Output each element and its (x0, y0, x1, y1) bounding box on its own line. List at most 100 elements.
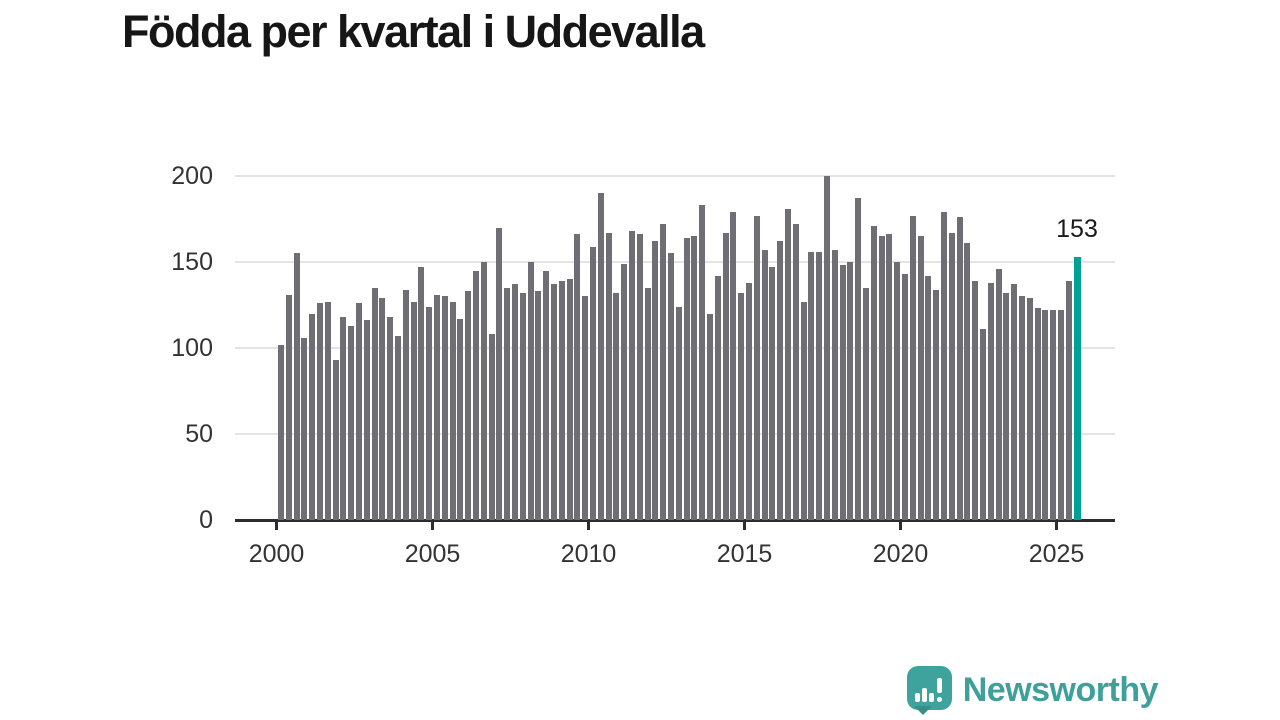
chart-bar (371, 287, 378, 520)
y-axis-label-0: 0 (199, 506, 213, 534)
chart-bar (402, 289, 409, 520)
chart-bar (340, 317, 347, 520)
chart-bar (433, 294, 440, 520)
gridline-y-50 (235, 433, 1115, 435)
chart-bar (527, 262, 534, 520)
chart-bar (1057, 310, 1064, 520)
chart-bar (465, 291, 472, 520)
newsworthy-speech-bubble-chart-icon (906, 666, 952, 715)
chart-bar (792, 224, 799, 520)
chart-bar (644, 287, 651, 520)
chart-bar (722, 232, 729, 520)
chart-bar (652, 241, 659, 520)
chart-bar (511, 284, 518, 520)
highlight-value-label: 153 (1056, 214, 1098, 243)
chart-bar (745, 282, 752, 520)
chart-bar (1018, 296, 1025, 520)
chart-bar (488, 334, 495, 520)
exclamation-icon (936, 678, 942, 693)
x-axis-label-2000: 2000 (248, 540, 305, 568)
chart-bar (667, 253, 674, 520)
chart-bar (972, 280, 979, 520)
chart-bar (457, 318, 464, 520)
chart-bar (582, 296, 589, 520)
chart-bar (543, 270, 550, 520)
chart-bar (550, 284, 557, 520)
chart-bar (449, 301, 456, 520)
chart-bar (948, 232, 955, 520)
chart-bar (660, 224, 667, 520)
chart-bar (699, 205, 706, 520)
chart-bar (504, 287, 511, 520)
gridline-y-200 (235, 175, 1115, 177)
chart-bar (862, 287, 869, 520)
chart-bar (316, 303, 323, 520)
chart-bar (753, 215, 760, 520)
highlight-bar (1073, 256, 1081, 520)
chart-bar (940, 212, 947, 520)
speech-bubble-tail (913, 706, 932, 715)
chart-bar (379, 298, 386, 520)
chart-bar (363, 320, 370, 520)
chart-bar (293, 253, 300, 520)
chart-bar (769, 267, 776, 520)
chart-bar (285, 294, 292, 520)
chart-bar (714, 275, 721, 520)
x-axis-label-2015: 2015 (716, 540, 773, 568)
chart-bar (847, 262, 854, 520)
y-axis-label-50: 50 (185, 420, 213, 448)
chart-bar (574, 234, 581, 520)
chart-bar (901, 274, 908, 520)
chart-bar (324, 301, 331, 520)
chart-bar (394, 335, 401, 520)
chart-bar (675, 306, 682, 520)
x-axis-label-2025: 2025 (1028, 540, 1085, 568)
chart-bar (519, 292, 526, 520)
chart-bar (706, 313, 713, 520)
newsworthy-logo[interactable]: Newsworthy (906, 666, 1159, 715)
chart-bar (917, 236, 924, 520)
chart-bar (301, 337, 308, 520)
chart-bar (777, 241, 784, 520)
page-title: Födda per kvartal i Uddevalla (122, 6, 705, 57)
gridline-y-100 (235, 347, 1115, 349)
chart-bar (870, 225, 877, 520)
chart-bar (839, 265, 846, 520)
chart-bar (683, 237, 690, 520)
y-axis-label-200: 200 (171, 162, 213, 190)
chart-bar (621, 263, 628, 520)
chart-bar (909, 215, 916, 520)
chart-bar (979, 329, 986, 520)
chart-bar (894, 262, 901, 520)
chart-bar (730, 212, 737, 520)
chart-bar (738, 292, 745, 520)
chart-bar (878, 236, 885, 520)
chart-bar (816, 251, 823, 520)
chart-bar (886, 234, 893, 520)
chart-bar (441, 296, 448, 520)
chart-bar (761, 249, 768, 520)
y-axis-label-100: 100 (171, 334, 213, 362)
chart-bar (472, 270, 479, 520)
x-axis-tick-2000 (275, 521, 278, 530)
chart-bar (589, 246, 596, 520)
chart-bar (1065, 280, 1072, 520)
chart-bar (535, 291, 542, 520)
x-axis-label-2005: 2005 (404, 540, 461, 568)
gridline-y-150 (235, 261, 1115, 263)
x-axis-tick-2005 (431, 521, 434, 530)
chart-bar (496, 227, 503, 520)
chart-bar (995, 268, 1002, 520)
chart-bar (558, 280, 565, 520)
x-axis-tick-2015 (743, 521, 746, 530)
chart-bar (1034, 308, 1041, 520)
chart-bar (925, 275, 932, 520)
chart-bar (691, 236, 698, 520)
chart-bar (566, 279, 573, 520)
chart-bar (636, 234, 643, 520)
chart-bar (784, 208, 791, 520)
x-axis-label-2020: 2020 (872, 540, 929, 568)
chart-bar (387, 317, 394, 520)
chart-bar (332, 360, 339, 520)
